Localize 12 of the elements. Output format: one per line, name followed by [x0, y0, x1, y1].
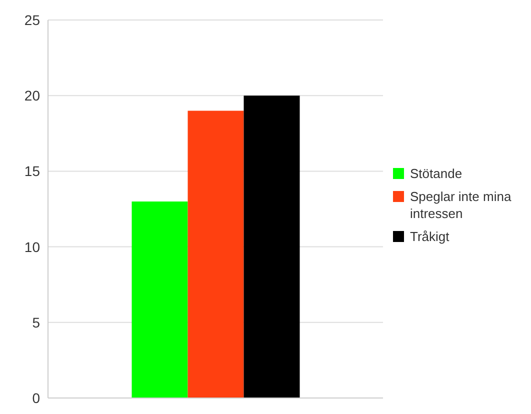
y-tick-label: 20: [24, 88, 40, 104]
y-tick-label: 25: [24, 12, 40, 28]
bar: [188, 110, 244, 398]
bar: [244, 96, 300, 398]
y-tick-label: 0: [32, 390, 40, 406]
y-tick-label: 10: [24, 238, 40, 255]
y-tick-label: 15: [24, 163, 40, 180]
legend-label: Speglar inte mina intressen: [410, 188, 512, 222]
legend-label: Stötande: [410, 165, 462, 182]
legend-label: Tråkigt: [410, 228, 450, 245]
y-tick-label: 5: [32, 314, 40, 330]
bar: [132, 201, 188, 398]
